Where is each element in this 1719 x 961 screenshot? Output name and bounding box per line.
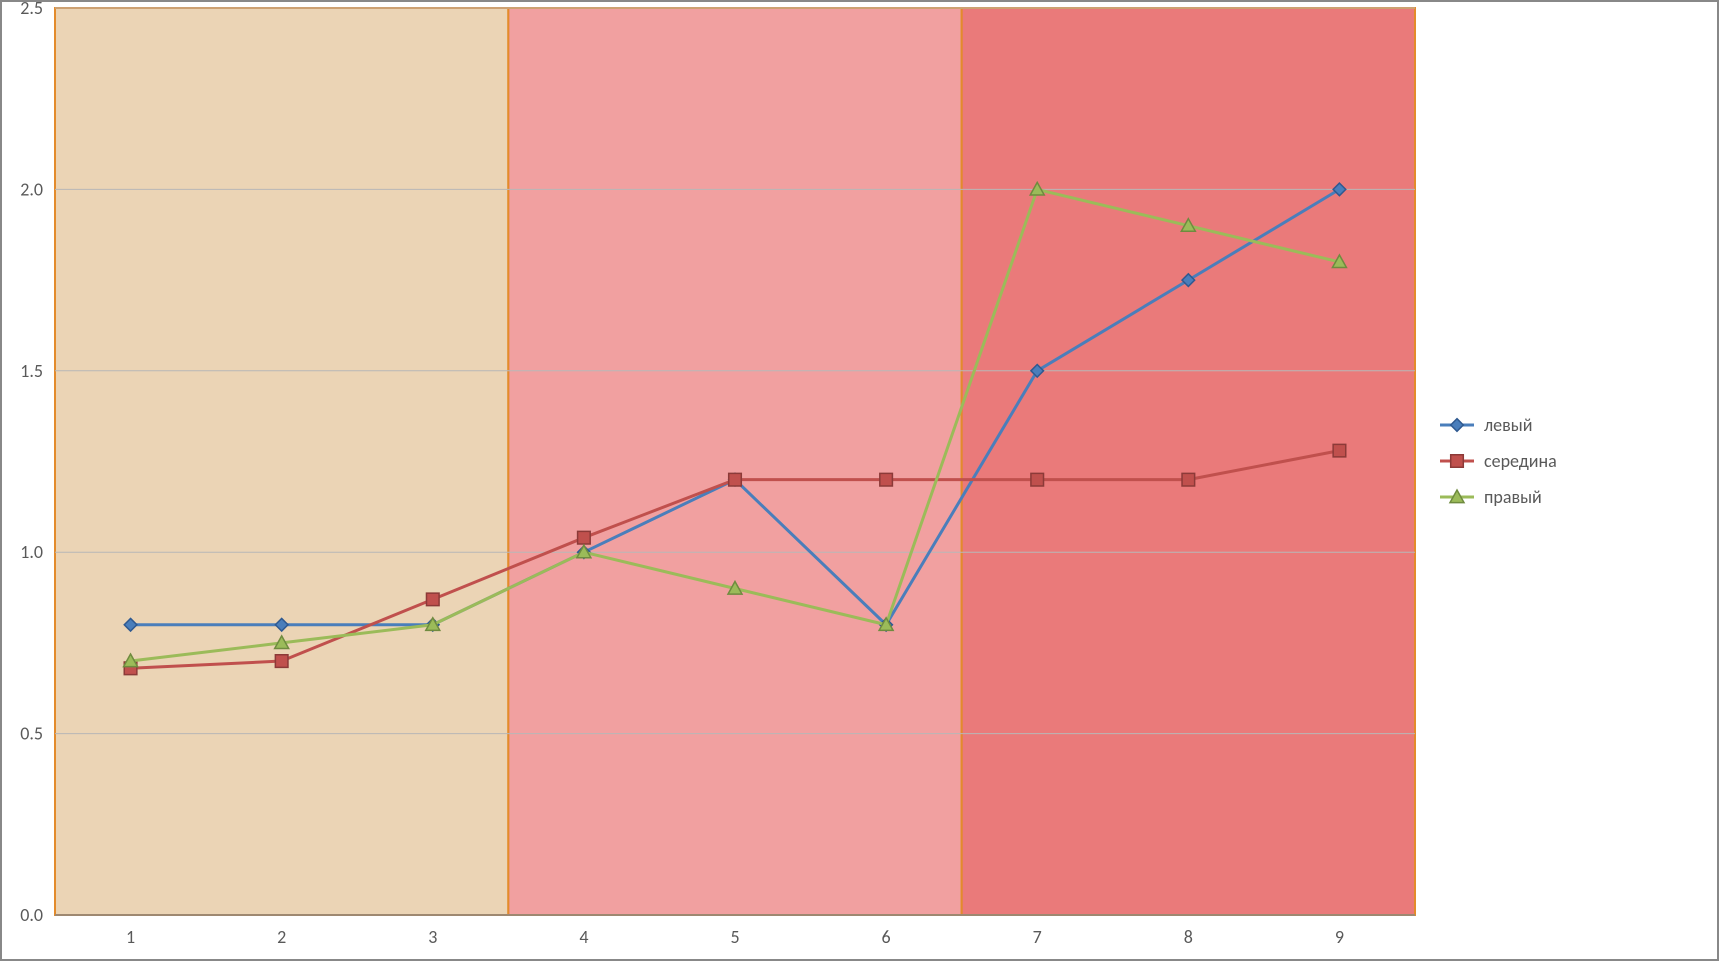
y-tick-label: 1.5 — [20, 360, 43, 382]
series-marker — [1333, 444, 1346, 457]
y-tick-label: 2.0 — [20, 178, 43, 200]
y-tick-label: 0.0 — [20, 904, 43, 926]
background-bands — [55, 8, 1415, 915]
x-tick-label: 9 — [1335, 926, 1344, 948]
background-band-0 — [55, 8, 508, 915]
series-marker — [426, 593, 439, 606]
x-tick-label: 1 — [126, 926, 135, 948]
y-tick-label: 0.5 — [20, 723, 43, 745]
series-marker — [1031, 473, 1044, 486]
series-marker — [578, 531, 591, 544]
x-tick-label: 8 — [1184, 926, 1193, 948]
background-band-2 — [962, 8, 1415, 915]
legend-label: середина — [1484, 450, 1557, 472]
y-tick-label: 2.5 — [20, 0, 43, 19]
legend-swatch-marker — [1451, 419, 1464, 432]
x-tick-label: 7 — [1033, 926, 1042, 948]
line-chart: 0.0 0.5 1.0 1.5 2.0 2.5 1 2 3 4 5 6 7 8 9 левый середина… — [0, 0, 1719, 961]
series-marker — [880, 473, 893, 486]
x-tick-label: 3 — [428, 926, 437, 948]
legend: левый середина правый — [1440, 414, 1557, 508]
x-tick-label: 4 — [579, 926, 588, 948]
series-marker — [275, 655, 288, 668]
x-tick-label: 2 — [277, 926, 286, 948]
series-marker — [1182, 473, 1195, 486]
legend-label: левый — [1484, 414, 1532, 436]
legend-label: правый — [1484, 486, 1542, 508]
x-tick-labels: 1 2 3 4 5 6 7 8 9 — [126, 926, 1344, 948]
background-band-1 — [508, 8, 961, 915]
y-tick-labels: 0.0 0.5 1.0 1.5 2.0 2.5 — [20, 0, 43, 926]
x-tick-label: 6 — [882, 926, 891, 948]
y-tick-label: 1.0 — [20, 541, 43, 563]
legend-swatch-marker — [1451, 455, 1464, 468]
chart-container: 0.0 0.5 1.0 1.5 2.0 2.5 1 2 3 4 5 6 7 8 9 левый середина… — [0, 0, 1719, 961]
series-marker — [729, 473, 742, 486]
x-tick-label: 5 — [730, 926, 739, 948]
